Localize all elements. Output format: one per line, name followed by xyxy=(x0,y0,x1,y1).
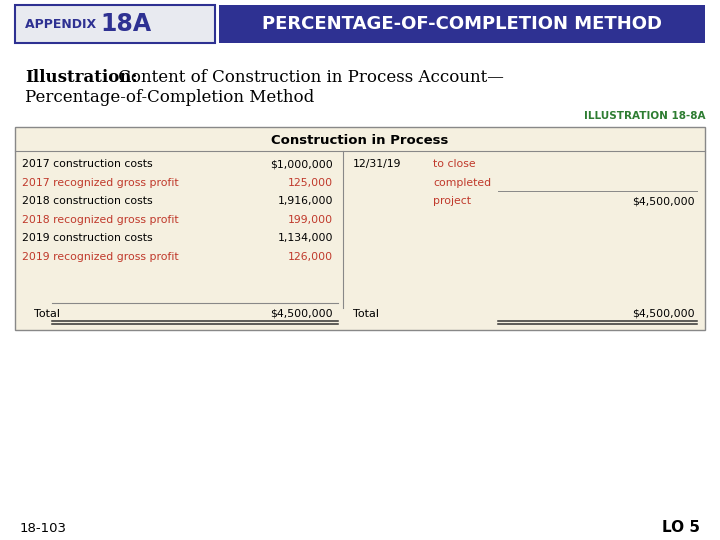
Text: 18A: 18A xyxy=(100,12,151,36)
Text: 2019 construction costs: 2019 construction costs xyxy=(22,233,153,243)
Text: 126,000: 126,000 xyxy=(288,252,333,262)
Text: 2017 recognized gross profit: 2017 recognized gross profit xyxy=(22,178,179,188)
Text: 2017 construction costs: 2017 construction costs xyxy=(22,159,153,169)
Text: 2018 construction costs: 2018 construction costs xyxy=(22,196,153,206)
Text: LO 5: LO 5 xyxy=(662,521,700,536)
Text: $1,000,000: $1,000,000 xyxy=(270,159,333,169)
FancyBboxPatch shape xyxy=(15,5,215,43)
Text: Illustration:: Illustration: xyxy=(25,70,138,86)
Text: 199,000: 199,000 xyxy=(288,215,333,225)
Text: 2018 recognized gross profit: 2018 recognized gross profit xyxy=(22,215,179,225)
Text: APPENDIX: APPENDIX xyxy=(25,17,101,30)
Text: $4,500,000: $4,500,000 xyxy=(632,309,695,319)
Text: 125,000: 125,000 xyxy=(288,178,333,188)
Text: Total: Total xyxy=(34,309,60,319)
Text: Total: Total xyxy=(353,309,379,319)
Text: 1,916,000: 1,916,000 xyxy=(277,196,333,206)
FancyBboxPatch shape xyxy=(219,5,705,43)
Text: 18-103: 18-103 xyxy=(20,522,67,535)
Text: completed: completed xyxy=(433,178,491,188)
Text: 1,134,000: 1,134,000 xyxy=(277,233,333,243)
Text: $4,500,000: $4,500,000 xyxy=(271,309,333,319)
Text: Construction in Process: Construction in Process xyxy=(271,134,449,147)
Text: 2019 recognized gross profit: 2019 recognized gross profit xyxy=(22,252,179,262)
Text: Percentage-of-Completion Method: Percentage-of-Completion Method xyxy=(25,89,314,105)
Text: 12/31/19: 12/31/19 xyxy=(353,159,402,169)
Text: PERCENTAGE-OF-COMPLETION METHOD: PERCENTAGE-OF-COMPLETION METHOD xyxy=(262,15,662,33)
Text: $4,500,000: $4,500,000 xyxy=(632,196,695,206)
Text: to close: to close xyxy=(433,159,476,169)
FancyBboxPatch shape xyxy=(15,127,705,330)
Text: project: project xyxy=(433,196,471,206)
Text: Content of Construction in Process Account—: Content of Construction in Process Accou… xyxy=(113,70,504,86)
Text: ILLUSTRATION 18-8A: ILLUSTRATION 18-8A xyxy=(583,111,705,121)
